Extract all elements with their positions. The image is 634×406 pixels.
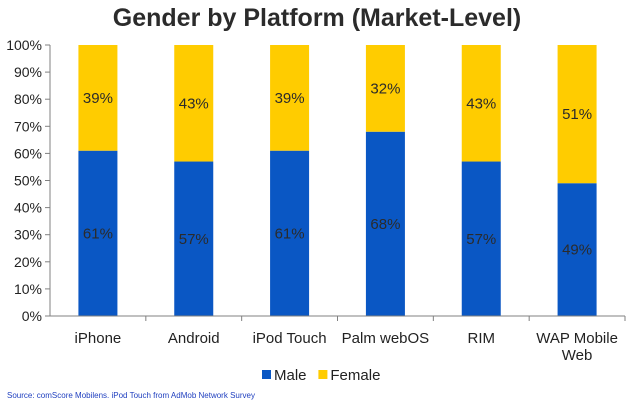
category-label: Palm webOS [342,330,430,347]
bar-segment-female [461,45,501,162]
category-label: Android [168,330,220,347]
category-label: iPod Touch [253,330,327,347]
legend: Male Female [262,367,380,384]
data-label: 43% [179,95,209,112]
bar-segment-male [461,161,501,316]
y-tick-label: 40% [14,200,42,216]
y-tick-label: 30% [14,227,42,243]
data-label: 61% [83,225,113,242]
category-label: WAP Mobile Web [536,330,618,364]
legend-label-male: Male [274,367,307,384]
source-note: Source: comScore Mobilens. iPod Touch fr… [7,391,255,400]
y-axis: 0% 10% 20% 30% 40% 50% 60% 70% 80% 90% 100% [6,37,51,324]
bar-segment-male [270,150,310,316]
data-label: 32% [370,80,400,97]
bars: 61% 39% 57% 43% 61% 39% 68% 32% 57% 43% 49% 51% [78,45,597,316]
y-tick-label: 50% [14,173,42,189]
data-label: 49% [562,242,592,259]
category-label: RIM [468,330,496,347]
y-tick-label: 90% [14,64,42,80]
bar-segment-female [270,45,310,151]
bar-segment-female [174,45,214,162]
data-label: 57% [466,231,496,248]
y-tick-label: 20% [14,254,42,270]
legend-swatch-male [262,370,271,379]
x-axis: iPhone Android iPod Touch Palm webOS RIM WAP … [50,315,626,364]
data-label: 39% [275,90,305,107]
bar-segment-male [557,183,597,316]
legend-swatch-female [318,370,328,379]
data-label: 57% [179,231,209,248]
bar-segment-male [78,150,118,316]
data-label: 43% [466,95,496,112]
data-label: 39% [83,90,113,107]
y-tick-label: 10% [14,281,42,297]
y-tick-label: 70% [14,118,42,134]
bar-segment-male [174,161,214,316]
bar-segment-female [78,45,118,151]
data-label: 68% [370,216,400,233]
bar-segment-male [365,131,405,316]
bar-segment-female [557,45,597,184]
data-label: 51% [562,106,592,123]
chart-title: Gender by Platform (Market-Level) [112,4,522,32]
y-tick-label: 60% [14,145,42,161]
y-tick-label: 0% [22,308,42,324]
y-tick-label: 80% [14,91,42,107]
category-label: iPhone [75,330,122,347]
bar-segment-female [365,45,405,132]
legend-label-female: Female [330,367,380,384]
data-label: 61% [275,225,305,242]
y-tick-label: 100% [6,37,42,53]
